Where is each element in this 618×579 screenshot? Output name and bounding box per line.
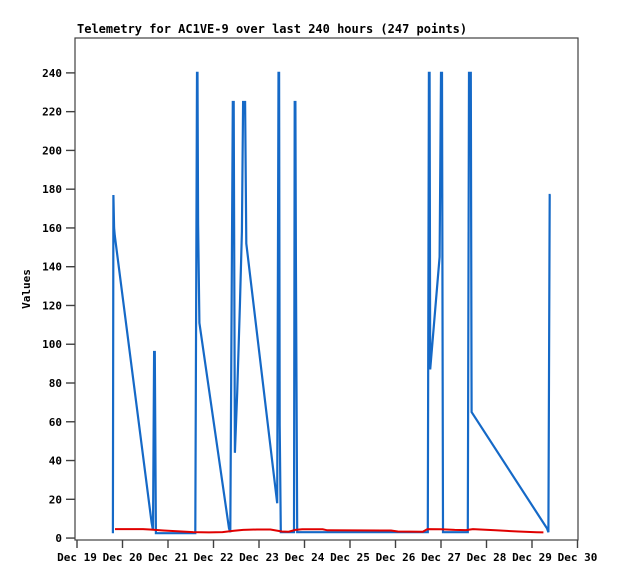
y-tick-label: 160 — [42, 222, 62, 235]
chart-title: Telemetry for AC1VE-9 over last 240 hour… — [77, 22, 467, 36]
y-tick-label: 140 — [42, 261, 62, 274]
x-tick-label: Dec 19 — [57, 551, 97, 564]
x-tick-label: Dec 23 — [239, 551, 279, 564]
y-tick-label: 200 — [42, 144, 62, 157]
y-axis-label: Values — [20, 269, 33, 309]
x-tick-label: Dec 26 — [376, 551, 416, 564]
y-tick-label: 100 — [42, 338, 62, 351]
series-line-telemetry-blue — [111, 71, 551, 535]
x-tick-label: Dec 24 — [285, 551, 325, 564]
x-tick-label: Dec 21 — [148, 551, 188, 564]
series-line-telemetry-red — [115, 528, 544, 534]
y-tick-label: 120 — [42, 299, 62, 312]
y-tick-label: 240 — [42, 67, 62, 80]
y-tick-label: 180 — [42, 183, 62, 196]
x-tick-label: Dec 28 — [467, 551, 507, 564]
y-tick-label: 80 — [49, 377, 62, 390]
y-tick-label: 60 — [49, 416, 62, 429]
x-tick-label: Dec 22 — [194, 551, 234, 564]
x-tick-label: Dec 30 — [558, 551, 598, 564]
x-tick-label: Dec 29 — [512, 551, 552, 564]
x-tick-label: Dec 27 — [421, 551, 461, 564]
x-tick-label: Dec 25 — [330, 551, 370, 564]
x-tick-label: Dec 20 — [103, 551, 143, 564]
plot-border — [74, 37, 579, 541]
y-tick-label: 20 — [49, 493, 62, 506]
y-tick-label: 220 — [42, 106, 62, 119]
y-tick-label: 0 — [55, 532, 62, 545]
y-tick-label: 40 — [49, 455, 62, 468]
